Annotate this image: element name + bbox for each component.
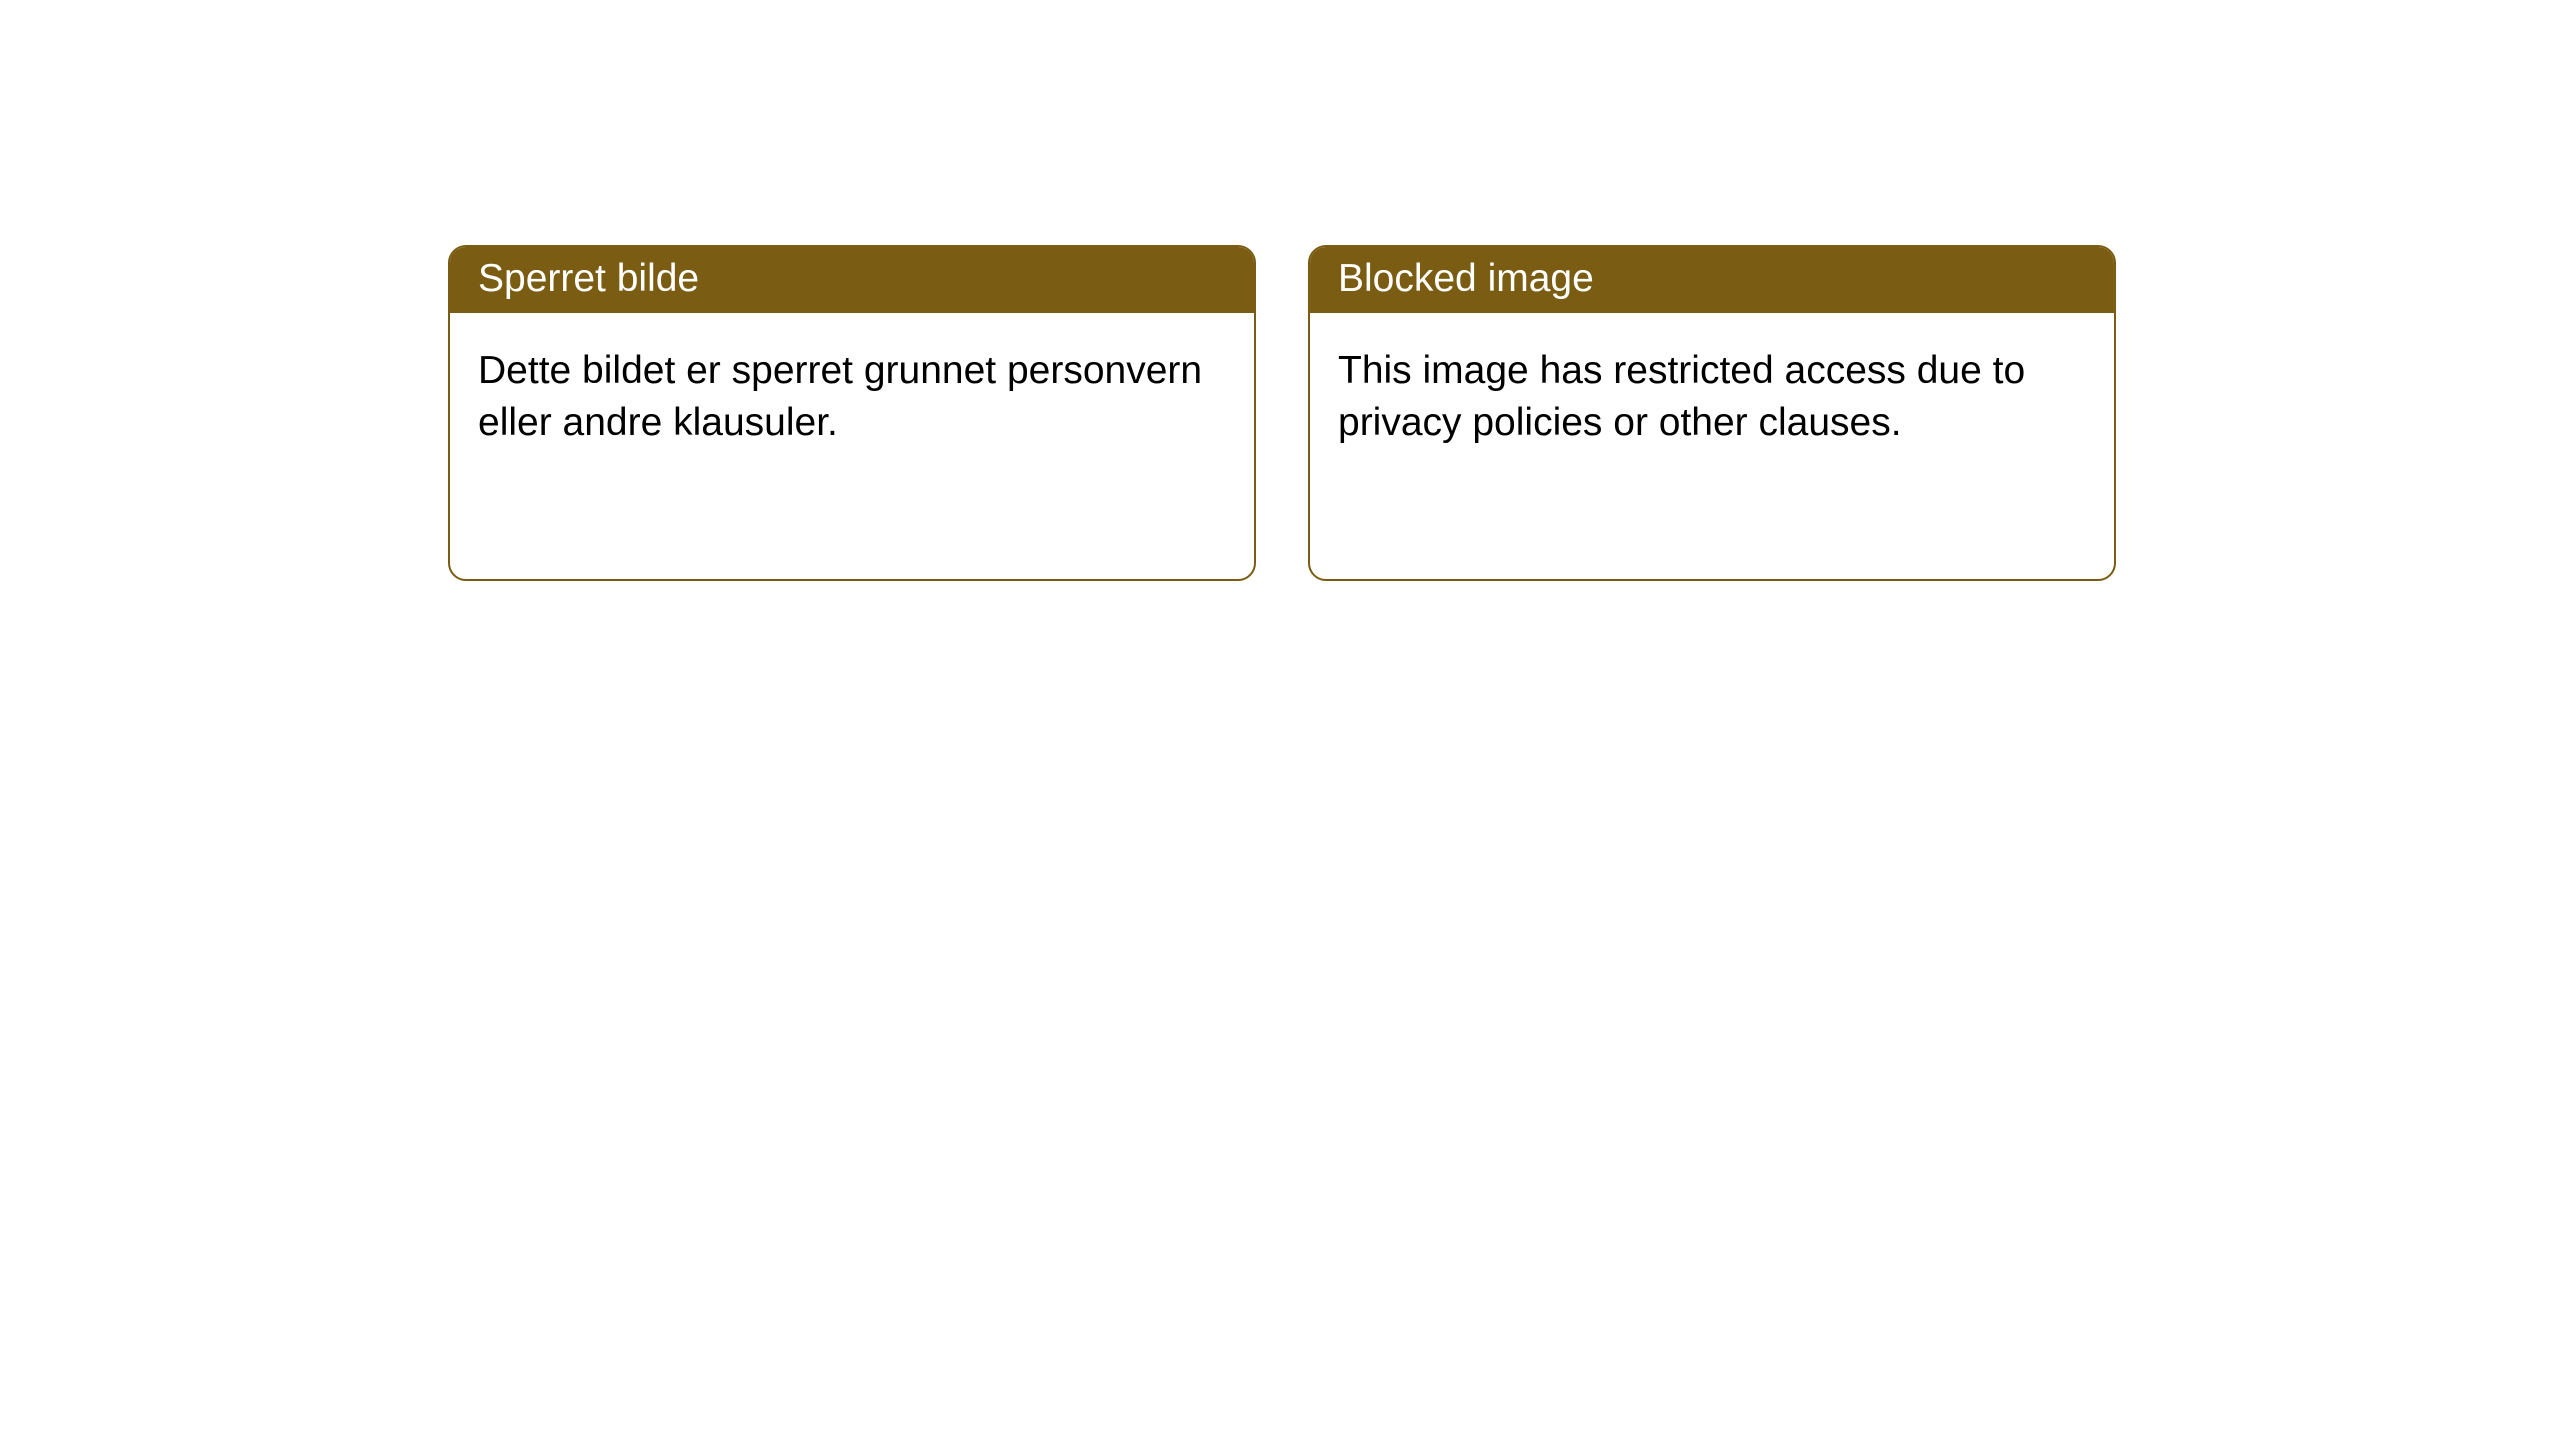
- notice-title-norwegian: Sperret bilde: [450, 247, 1254, 313]
- notice-body-english: This image has restricted access due to …: [1310, 313, 2114, 482]
- notice-card-english: Blocked image This image has restricted …: [1308, 245, 2116, 581]
- notice-body-norwegian: Dette bildet er sperret grunnet personve…: [450, 313, 1254, 482]
- notice-card-norwegian: Sperret bilde Dette bildet er sperret gr…: [448, 245, 1256, 581]
- notice-title-english: Blocked image: [1310, 247, 2114, 313]
- notice-container: Sperret bilde Dette bildet er sperret gr…: [0, 0, 2560, 581]
